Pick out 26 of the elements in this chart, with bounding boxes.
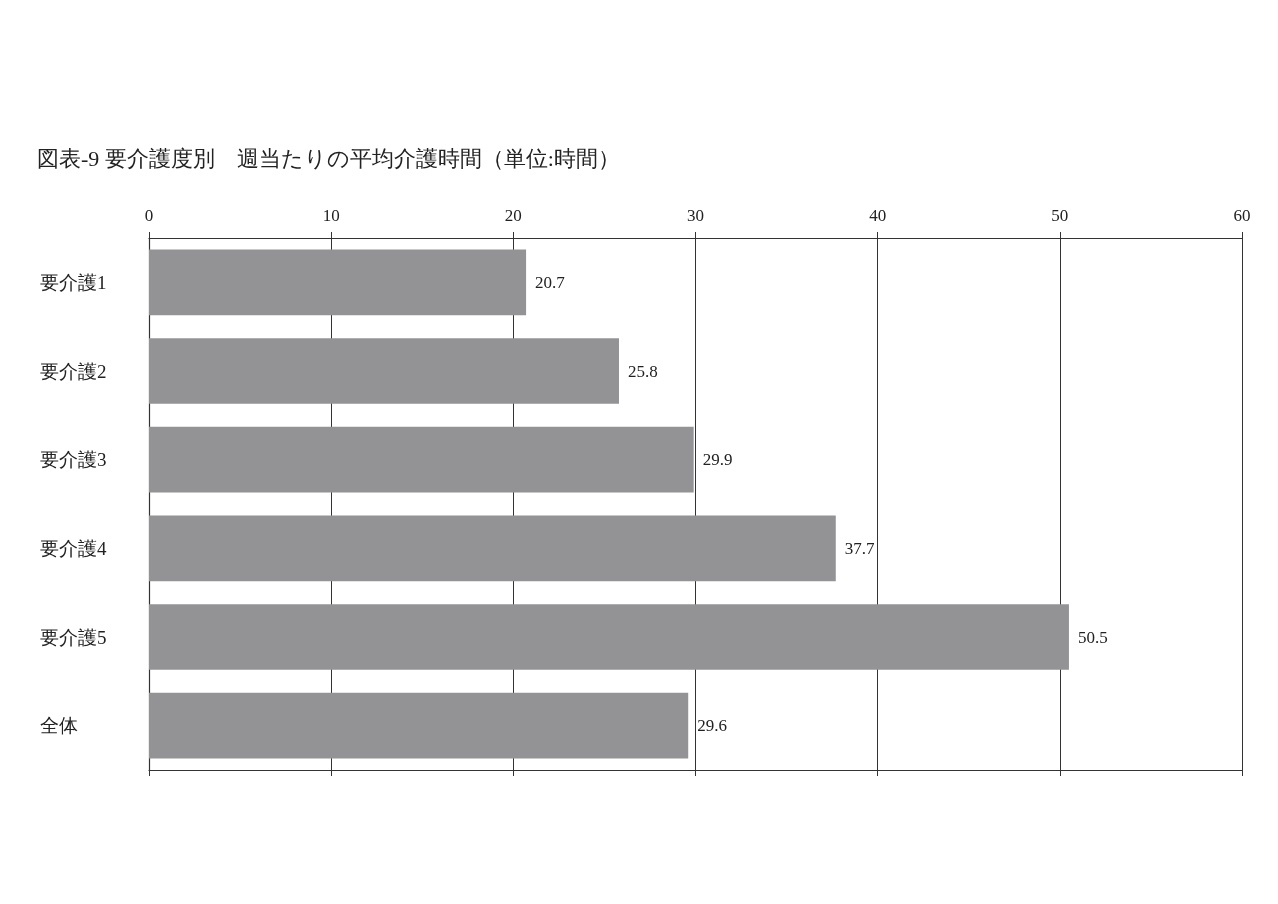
x-tick-label: 20 [504,206,522,225]
x-tick-label: 10 [322,206,340,225]
y-tick-label: 全体 [40,715,78,737]
data-label: 20.7 [535,272,566,292]
bar [149,426,694,493]
y-tick-label: 要介護4 [40,537,107,559]
bar [149,338,619,404]
y-tick-label: 要介護5 [40,626,107,648]
data-label: 29.6 [697,716,727,736]
bar [149,249,527,316]
x-tick-label: 40 [869,206,887,225]
bar [149,604,1069,670]
data-label: 37.7 [844,538,876,558]
data-label: 25.8 [627,361,658,381]
x-tick-label: 0 [144,206,154,225]
bar [149,515,836,582]
data-label: 50.5 [1077,627,1108,647]
x-tick-label: 50 [1051,206,1069,225]
y-tick-label: 要介護3 [40,449,107,471]
x-tick-label: 30 [687,206,704,225]
y-tick-label: 要介護1 [40,271,107,293]
bar [149,692,689,759]
y-tick-label: 要介護2 [40,360,107,382]
data-label: 29.9 [702,450,733,470]
x-tick-label: 60 [1233,206,1251,225]
chart-title: 図表-9 要介護度別 週当たりの平均介護時間（単位:時間） [37,145,620,171]
